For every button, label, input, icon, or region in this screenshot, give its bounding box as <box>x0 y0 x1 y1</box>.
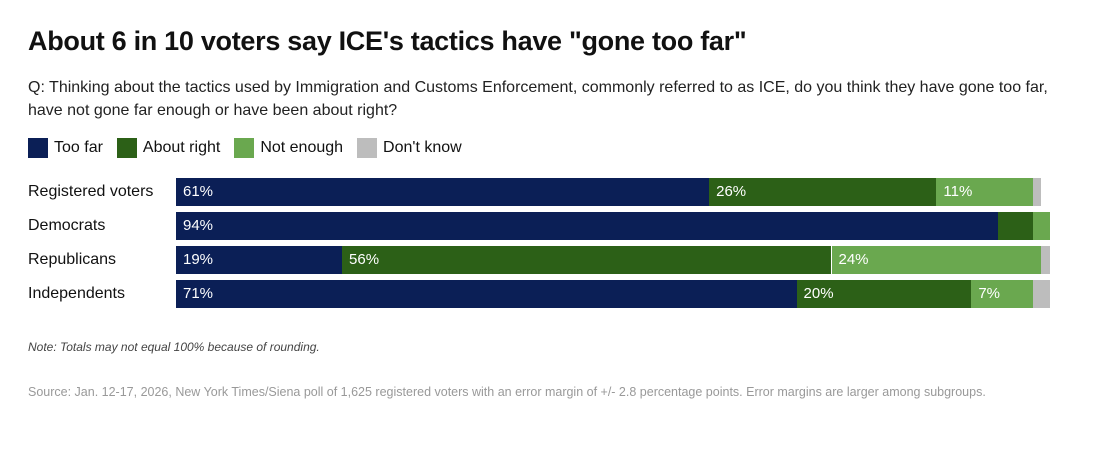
category-label: Republicans <box>28 251 117 268</box>
bar-segment: 7% <box>971 280 1033 308</box>
bar-segment <box>1032 212 1050 240</box>
chart-subtitle: Q: Thinking about the tactics used by Im… <box>28 79 1048 119</box>
bar-segment: 26% <box>709 178 937 206</box>
data-label: 94% <box>183 217 214 234</box>
data-label: 24% <box>838 251 869 268</box>
bar-segment: 56% <box>342 246 832 274</box>
legend-swatch <box>357 138 378 158</box>
bar-segment: 19% <box>176 246 343 274</box>
legend-label: About right <box>142 139 221 156</box>
legend: Too far About right Not enough Don't know <box>28 138 462 158</box>
bar-segment: 24% <box>831 246 1042 274</box>
data-label: 61% <box>183 183 214 200</box>
legend-swatch <box>116 138 137 158</box>
bar-segment: 71% <box>176 280 797 308</box>
bar-segment <box>997 212 1033 240</box>
data-label: 19% <box>183 251 214 268</box>
legend-swatch <box>28 138 48 158</box>
legend-label: Too far <box>54 139 103 156</box>
legend-item: Not enough <box>234 138 343 158</box>
data-label: 56% <box>349 251 380 268</box>
legend-item: Too far <box>28 138 103 158</box>
legend-item: About right <box>116 138 221 158</box>
bar-segment: 20% <box>796 280 972 308</box>
note: Note: Totals may not equal 100% because … <box>28 340 320 354</box>
bar-segment: 61% <box>176 178 710 206</box>
source: Source: Jan. 12-17, 2026, New York Times… <box>28 385 986 399</box>
category-label: Democrats <box>28 217 106 234</box>
data-label: 20% <box>803 285 834 302</box>
bar-segment: 11% <box>936 178 1033 206</box>
data-label: 7% <box>978 285 1001 302</box>
legend-label: Don't know <box>383 139 462 156</box>
category-label: Registered voters <box>28 183 154 200</box>
legend-swatch <box>234 138 255 158</box>
data-label: 71% <box>183 285 214 302</box>
bar-segment <box>1032 178 1042 206</box>
data-label: 26% <box>716 183 747 200</box>
legend-label: Not enough <box>260 139 344 156</box>
bar-segment: 94% <box>176 212 998 240</box>
legend-item: Don't know <box>357 138 462 158</box>
data-label: 11% <box>943 183 973 200</box>
category-label: Independents <box>28 285 125 302</box>
chart-title: About 6 in 10 voters say ICE's tactics h… <box>28 26 747 56</box>
bar-segment <box>1041 246 1050 274</box>
bar-segment <box>1032 280 1050 308</box>
